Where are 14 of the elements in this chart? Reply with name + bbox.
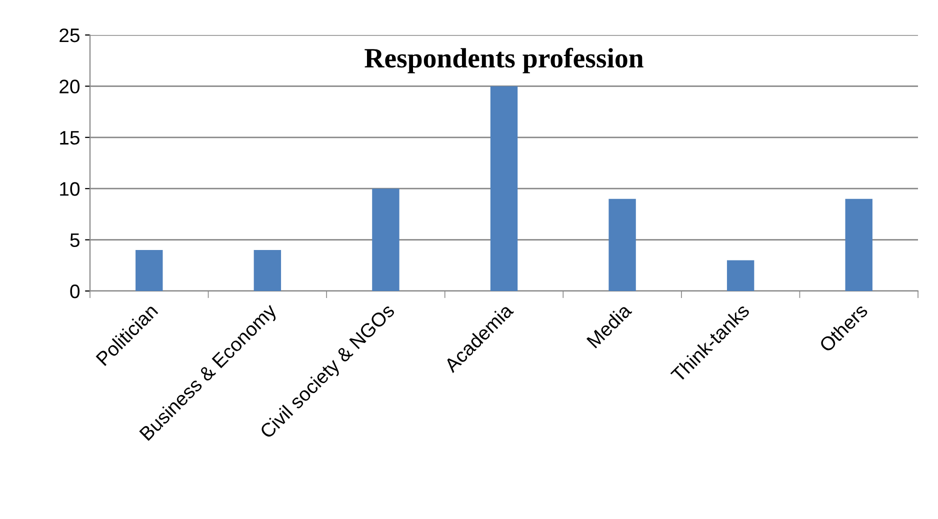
y-tick-label: 10 [60, 182, 80, 196]
bar [726, 260, 754, 291]
chart-title: Respondents profession [364, 48, 644, 74]
y-tick-label: 20 [60, 80, 80, 94]
bar [608, 198, 636, 291]
y-tick-label: 5 [70, 233, 80, 248]
bar [136, 250, 163, 291]
bar [254, 250, 282, 291]
bar [372, 188, 400, 291]
bar [490, 86, 518, 291]
y-tick-label: 15 [60, 131, 80, 145]
bar [845, 198, 872, 291]
y-tick-label: 0 [70, 284, 80, 298]
y-tick-label: 25 [60, 28, 80, 42]
